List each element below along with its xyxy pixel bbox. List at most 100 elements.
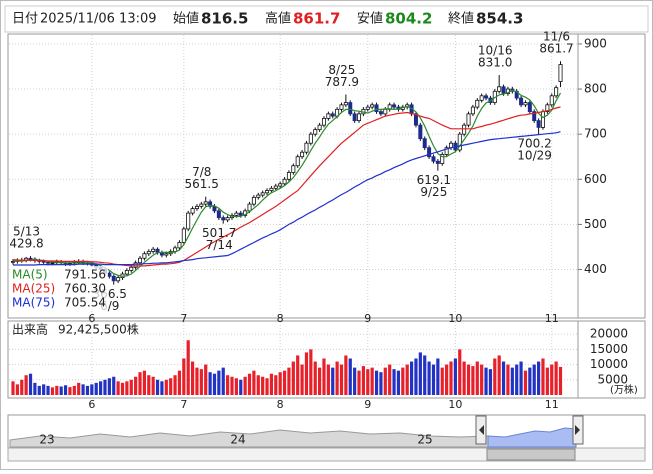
- main-frame: [7, 33, 646, 319]
- volume-bar: [366, 369, 370, 395]
- candle-body: [304, 142, 309, 153]
- volume-bar: [326, 364, 330, 395]
- volume-bar: [471, 366, 475, 395]
- annotation-date: 9/25: [420, 185, 447, 199]
- volume-bar: [278, 372, 282, 395]
- navigator-label: 23: [39, 433, 54, 447]
- scrollbar-thumb[interactable]: [486, 448, 576, 461]
- annotation-date: 7/8: [192, 165, 211, 179]
- volume-bar: [401, 367, 405, 395]
- candle-body: [523, 102, 528, 106]
- volume-bar: [475, 361, 479, 395]
- volume-bar: [304, 352, 309, 395]
- volume-bar: [217, 370, 221, 395]
- candle-body: [265, 190, 270, 194]
- y-tick-label: 900: [584, 36, 607, 50]
- candle-body: [418, 124, 423, 140]
- candle-body: [519, 97, 524, 106]
- volume-bar: [519, 361, 523, 395]
- volume-bar: [554, 361, 558, 395]
- annotation-value: 429.8: [9, 237, 43, 251]
- candle-body: [558, 64, 563, 83]
- volume-bar: [55, 385, 59, 395]
- annotation-date: 5/13: [13, 225, 40, 239]
- volume-bar: [247, 373, 252, 395]
- volume-bar: [151, 376, 155, 395]
- volume-bar: [282, 370, 287, 395]
- annotation-date: 10/16: [478, 44, 513, 58]
- ma-line: [13, 131, 561, 266]
- legend-value: 705.54: [64, 296, 106, 310]
- annotation-date: 7/14: [206, 238, 233, 252]
- volume-bar: [195, 367, 199, 395]
- volume-bar: [392, 369, 396, 395]
- date-label: 日付: [12, 12, 38, 27]
- volume-bar: [528, 367, 532, 395]
- close-label: 終値: [448, 11, 474, 27]
- volume-bar: [164, 379, 168, 395]
- volume-bar: [427, 361, 431, 395]
- candle-body: [422, 138, 427, 149]
- candle-body: [46, 261, 51, 264]
- x-tick-label: 11: [545, 312, 559, 325]
- volume-bar: [33, 382, 37, 395]
- volume-bar: [68, 387, 72, 395]
- x-tick-label: 8: [277, 312, 284, 325]
- volume-bar: [515, 364, 519, 395]
- x-tick-label: 10: [448, 312, 462, 325]
- candle-body: [225, 217, 230, 221]
- volume-bar: [370, 367, 374, 395]
- legend-box: [10, 266, 108, 310]
- volume-bar: [374, 370, 379, 395]
- candle-body: [133, 262, 138, 268]
- volume-bar: [541, 358, 545, 395]
- y-tick-label: 20000: [590, 327, 628, 341]
- candle-body: [444, 147, 449, 155]
- volume-bar: [269, 373, 274, 395]
- volume-bar: [11, 381, 15, 395]
- volume-bar: [256, 375, 260, 395]
- candle-body: [50, 262, 55, 264]
- volume-bar: [190, 361, 195, 395]
- candle-body: [269, 187, 274, 191]
- candle-body: [41, 261, 46, 263]
- volume-bar: [155, 379, 160, 395]
- volume-bar: [24, 375, 28, 395]
- annotation-date: 8/25: [328, 63, 355, 77]
- volume-bar: [261, 376, 265, 395]
- y-tick-label: 400: [584, 262, 607, 276]
- volume-bar: [300, 364, 304, 395]
- y-tick-label: 500: [584, 217, 607, 231]
- volume-bar: [274, 375, 278, 395]
- volume-bar: [252, 370, 256, 395]
- candle-body: [155, 248, 160, 253]
- volume-bar: [453, 358, 457, 395]
- volume-bar: [230, 376, 234, 395]
- volume-bar: [510, 367, 514, 395]
- candle-body: [427, 147, 432, 158]
- candle-body: [392, 104, 397, 108]
- navigator-window: [487, 427, 577, 448]
- volume-bar: [418, 352, 422, 395]
- volume-bar: [449, 361, 453, 395]
- candle-body: [107, 272, 112, 277]
- volume-bar: [42, 384, 46, 395]
- candle-body: [330, 113, 335, 117]
- volume-bar: [72, 385, 76, 395]
- candle-body: [181, 228, 186, 243]
- candle-body: [142, 253, 147, 259]
- navigator-label: 24: [230, 433, 245, 447]
- y-tick-label: 15000: [590, 342, 628, 356]
- candle-body: [164, 253, 169, 256]
- volume-bar: [484, 367, 488, 395]
- volume-bar: [129, 379, 133, 395]
- volume-bar: [445, 364, 449, 395]
- candle-body: [151, 248, 156, 252]
- volume-bar: [204, 364, 208, 395]
- volume-bar: [545, 367, 549, 395]
- high-value: 861.7: [293, 10, 340, 28]
- candle-body: [479, 95, 484, 101]
- volume-bar: [199, 369, 203, 395]
- volume-bar: [81, 384, 85, 395]
- candle-body: [365, 106, 370, 110]
